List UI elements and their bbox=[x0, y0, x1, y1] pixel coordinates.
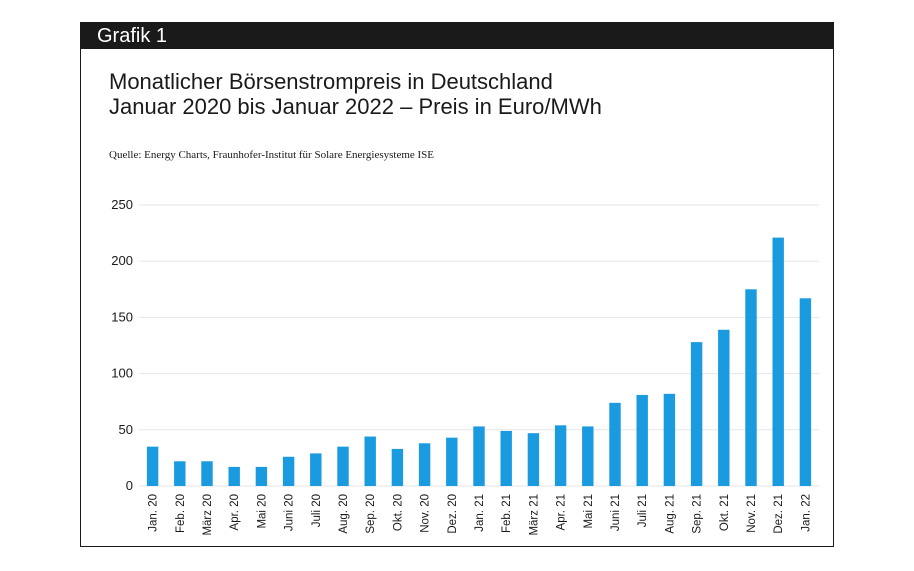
x-tick-label: Nov. 21 bbox=[746, 494, 758, 533]
bar bbox=[391, 448, 404, 486]
bar bbox=[799, 298, 812, 486]
y-tick-label: 150 bbox=[111, 309, 133, 324]
y-tick-label: 250 bbox=[111, 197, 133, 212]
bar bbox=[364, 436, 376, 486]
x-tick-label: Sep. 20 bbox=[365, 494, 377, 534]
y-tick-label: 200 bbox=[111, 253, 133, 268]
chart-title: Monatlicher Börsenstrompreis in Deutschl… bbox=[109, 69, 809, 119]
x-tick-label: März 20 bbox=[202, 494, 214, 536]
bar bbox=[146, 446, 159, 486]
bar bbox=[772, 237, 784, 486]
bar-chart: 0 50 100 150 200 250 Jan. 20 Feb. 20 März 20 Apr.… bbox=[111, 197, 819, 536]
bar bbox=[446, 437, 458, 486]
x-tick-label: Apr. 20 bbox=[229, 494, 241, 530]
x-tick-label: Apr. 21 bbox=[556, 494, 568, 530]
chart-title-line-1: Monatlicher Börsenstrompreis in Deutschl… bbox=[109, 69, 553, 94]
bar bbox=[690, 342, 703, 486]
bar bbox=[745, 289, 757, 486]
bar bbox=[636, 394, 648, 486]
bar bbox=[228, 466, 240, 486]
x-tick-label: Sep. 21 bbox=[692, 494, 704, 534]
x-tick-label: Feb. 21 bbox=[501, 494, 513, 533]
chart-source: Quelle: Energy Charts, Fraunhofer-Instit… bbox=[109, 149, 435, 161]
x-tick-label: Aug. 20 bbox=[338, 494, 350, 534]
x-tick-label: Jan. 20 bbox=[148, 494, 160, 532]
x-tick-label: Juli 21 bbox=[637, 494, 649, 527]
x-tick-label: Juni 20 bbox=[284, 494, 296, 531]
x-tick-label: Dez. 20 bbox=[447, 494, 459, 534]
x-tick-label: Feb. 20 bbox=[175, 494, 187, 533]
x-tick-label: Aug. 21 bbox=[664, 494, 676, 534]
bar bbox=[473, 426, 485, 486]
x-tick-label: Okt. 20 bbox=[392, 494, 404, 531]
bar bbox=[609, 402, 621, 486]
x-tick-label: Mai 21 bbox=[583, 494, 595, 529]
x-tick-label: März 21 bbox=[528, 494, 540, 536]
bar bbox=[174, 461, 186, 486]
x-tick-label: Dez. 21 bbox=[773, 494, 785, 534]
bar bbox=[201, 461, 213, 486]
y-tick-label: 100 bbox=[111, 366, 133, 381]
figure-label: Grafik 1 bbox=[81, 23, 833, 49]
bar bbox=[500, 430, 512, 486]
x-tick-label: Okt. 21 bbox=[719, 494, 731, 531]
bar bbox=[582, 426, 594, 486]
bar bbox=[718, 329, 730, 486]
bar bbox=[663, 393, 676, 486]
bar bbox=[527, 433, 540, 486]
bar bbox=[282, 456, 295, 486]
chart-frame: Grafik 1 Monatlicher Börsenstrompreis in… bbox=[80, 22, 834, 547]
bar bbox=[337, 446, 349, 486]
bar bbox=[418, 443, 431, 486]
y-tick-label: 0 bbox=[126, 478, 133, 493]
bar bbox=[255, 466, 268, 486]
bar bbox=[554, 425, 567, 486]
chart-title-line-2: Januar 2020 bis Januar 2022 – Preis in E… bbox=[109, 94, 602, 119]
x-tick-label: Mai 20 bbox=[256, 494, 268, 529]
x-tick-label: Nov. 20 bbox=[420, 494, 432, 533]
y-tick-label: 50 bbox=[119, 422, 133, 437]
x-tick-label: Juni 21 bbox=[610, 494, 622, 531]
x-tick-label: Juli 20 bbox=[311, 494, 323, 527]
x-tick-label: Jan. 21 bbox=[474, 494, 486, 532]
x-tick-label: Jan. 22 bbox=[800, 494, 812, 532]
bar bbox=[310, 453, 322, 486]
